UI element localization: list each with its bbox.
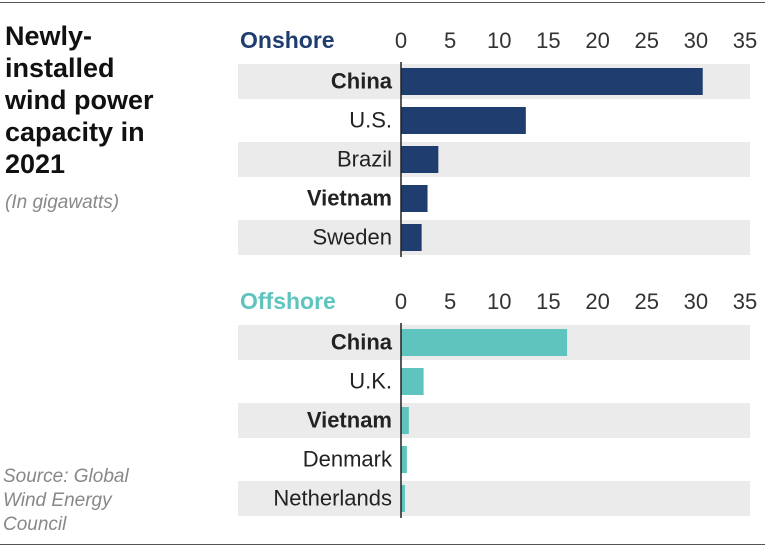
bar xyxy=(401,368,424,395)
bar xyxy=(401,146,439,173)
panel-title: Offshore xyxy=(240,288,336,314)
category-label: Denmark xyxy=(303,446,393,471)
row-band xyxy=(238,142,750,177)
x-tick-label: 10 xyxy=(487,28,511,53)
frame-bottom xyxy=(0,544,765,545)
bar xyxy=(401,68,703,95)
x-tick-label: 5 xyxy=(444,289,456,314)
x-tick-label: 25 xyxy=(634,28,658,53)
x-tick-label: 30 xyxy=(684,289,708,314)
panel-title: Onshore xyxy=(240,27,335,53)
x-tick-label: 5 xyxy=(444,28,456,53)
x-tick-label: 35 xyxy=(733,28,757,53)
bar xyxy=(401,329,568,356)
x-tick-label: 0 xyxy=(395,28,407,53)
source: Source: Global Wind Energy Council xyxy=(3,466,129,535)
row-band xyxy=(238,403,750,438)
x-tick-label: 15 xyxy=(536,289,560,314)
x-tick-label: 20 xyxy=(585,28,609,53)
bar xyxy=(401,446,407,473)
category-label: Netherlands xyxy=(273,485,392,510)
category-label: Brazil xyxy=(337,146,392,171)
bar xyxy=(401,407,409,434)
x-tick-label: 0 xyxy=(395,289,407,314)
x-tick-label: 30 xyxy=(684,28,708,53)
x-tick-label: 35 xyxy=(733,289,757,314)
frame-top xyxy=(0,2,765,3)
x-tick-label: 25 xyxy=(634,289,658,314)
category-label: Vietnam xyxy=(307,185,392,210)
bar xyxy=(401,107,526,134)
category-label: Sweden xyxy=(312,224,392,249)
bar xyxy=(401,485,405,512)
x-tick-label: 10 xyxy=(487,289,511,314)
title: Newly-installed wind power capacity in 2… xyxy=(5,21,154,179)
category-label: China xyxy=(331,68,393,93)
row-band xyxy=(238,220,750,255)
category-label: U.K. xyxy=(349,368,392,393)
row-band xyxy=(238,481,750,516)
x-tick-label: 20 xyxy=(585,289,609,314)
category-label: China xyxy=(331,329,393,354)
subtitle: (In gigawatts) xyxy=(5,192,120,213)
x-tick-label: 15 xyxy=(536,28,560,53)
bar xyxy=(401,185,428,212)
category-label: U.S. xyxy=(349,107,392,132)
bar xyxy=(401,224,422,251)
category-label: Vietnam xyxy=(307,407,392,432)
